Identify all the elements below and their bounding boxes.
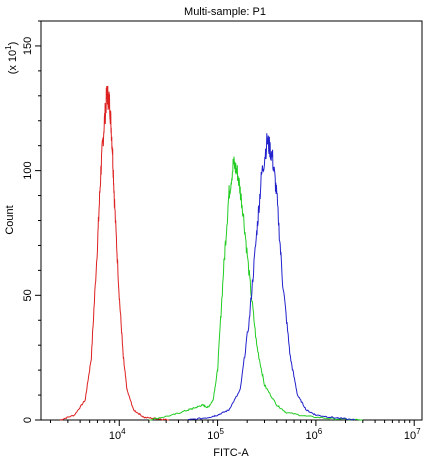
series-2-line bbox=[148, 156, 363, 421]
y-axis-label: Count bbox=[4, 205, 16, 234]
y-tick-label: 100 bbox=[22, 161, 34, 179]
y-tick-label: 150 bbox=[22, 37, 34, 55]
y-multiplier-label: (x 101) bbox=[4, 42, 19, 75]
x-tick-label: 105 bbox=[207, 427, 224, 442]
chart-title: Multi-sample: P1 bbox=[184, 6, 266, 18]
x-tick-label: 104 bbox=[109, 427, 126, 442]
y-tick-label: 0 bbox=[22, 417, 34, 423]
x-tick-label: 107 bbox=[404, 427, 421, 442]
series-1-line bbox=[59, 85, 169, 421]
y-axis: 0 50 100 150 bbox=[22, 20, 41, 423]
y-tick-label: 50 bbox=[22, 289, 34, 301]
x-tick-label: 106 bbox=[306, 427, 323, 442]
y-multiplier-exponent: 1 bbox=[4, 45, 13, 50]
series-layer bbox=[59, 85, 363, 421]
x-axis-label: FITC-A bbox=[213, 447, 249, 459]
y-multiplier-text: (x 10 bbox=[7, 50, 19, 74]
x-axis: 104 105 106 107 bbox=[50, 420, 421, 442]
series-3-line bbox=[187, 133, 356, 421]
svg-text:(x 101): (x 101) bbox=[4, 42, 19, 75]
